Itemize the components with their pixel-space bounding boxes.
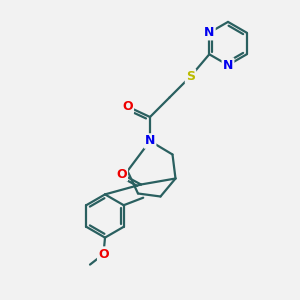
Text: S: S	[186, 70, 195, 83]
Text: N: N	[204, 26, 214, 39]
Text: O: O	[122, 100, 133, 113]
Text: N: N	[223, 58, 233, 72]
Text: O: O	[98, 248, 109, 261]
Text: N: N	[145, 134, 155, 148]
Text: O: O	[116, 167, 127, 181]
